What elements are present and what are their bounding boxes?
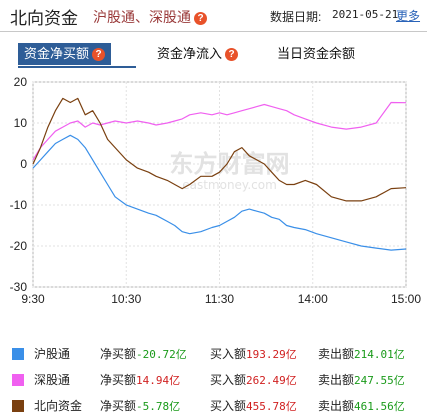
legend-row-northbound: 北向资金 净买额-5.78亿 买入额455.78亿 卖出额461.56亿 [0, 396, 427, 416]
plot-frame [32, 81, 407, 288]
net-value: -5.78亿 [136, 400, 181, 413]
x-tick-label: 11:30 [205, 292, 234, 306]
data-date: 2021-05-21 [332, 8, 399, 21]
subtitle-text: 沪股通、深股通 [93, 9, 191, 25]
date-label: 数据日期: [270, 10, 322, 24]
legend-name: 沪股通 [34, 347, 71, 361]
x-tick-label: 14:00 [298, 292, 328, 306]
y-tick-label: 20 [14, 75, 28, 89]
sell-value: 247.55亿 [354, 374, 405, 387]
tab-daily-balance-label: 当日资金余额 [277, 46, 356, 61]
legend-sell: 卖出额247.55亿 [318, 370, 405, 391]
legend-name: 深股通 [34, 373, 71, 387]
help-icon[interactable]: ? [225, 48, 239, 61]
help-icon[interactable]: ? [92, 48, 106, 61]
series-line-3 [32, 97, 407, 202]
tab-net-inflow-label: 资金净流入 [157, 46, 223, 61]
x-tick-label: 10:30 [111, 292, 141, 306]
legend-buy: 买入额262.49亿 [210, 370, 297, 391]
sell-label: 卖出额 [318, 347, 355, 361]
y-tick-label: -20 [10, 239, 28, 253]
help-icon[interactable]: ? [194, 12, 207, 25]
legend-net: 净买额14.94亿 [100, 370, 180, 391]
tab-daily-balance[interactable]: 当日资金余额 [277, 43, 355, 65]
watermark-text: 东方财富网 [170, 150, 290, 178]
legend-table: 沪股通 净买额-20.72亿 买入额193.29亿 卖出额214.01亿 深股通… [0, 340, 427, 419]
sell-value: 461.56亿 [354, 400, 405, 413]
tab-net-buy-label: 资金净买额 [24, 46, 90, 61]
legend-buy: 买入额455.78亿 [210, 396, 297, 417]
watermark-subtext: eastmoney.com [182, 178, 277, 192]
net-value: 14.94亿 [136, 374, 181, 387]
y-tick-label: 0 [20, 157, 27, 171]
y-tick-label: -10 [10, 198, 28, 212]
tab-net-inflow[interactable]: 资金净流入? [157, 43, 239, 65]
page-subtitle: 沪股通、深股通? [93, 7, 207, 27]
buy-label: 买入额 [210, 347, 247, 361]
legend-sell: 卖出额461.56亿 [318, 396, 405, 417]
net-label: 净买额 [100, 347, 137, 361]
legend-net: 净买额-20.72亿 [100, 344, 187, 365]
legend-swatch [12, 374, 24, 386]
tab-net-buy[interactable]: 资金净买额? [18, 43, 112, 65]
buy-value: 262.49亿 [246, 374, 297, 387]
series-line-1 [32, 134, 407, 251]
more-link[interactable]: 更多 [396, 9, 421, 23]
buy-value: 193.29亿 [246, 348, 297, 361]
header-divider [0, 31, 427, 32]
legend-buy: 买入额193.29亿 [210, 344, 297, 365]
legend-net: 净买额-5.78亿 [100, 396, 180, 417]
buy-label: 买入额 [210, 399, 247, 413]
header: 北向资金 沪股通、深股通? 数据日期: 2021-05-21 更多 [0, 0, 427, 32]
legend-swatch [12, 348, 24, 360]
y-tick-label: -30 [10, 280, 28, 294]
page-title: 北向资金 [10, 9, 78, 28]
legend-row-shenzhen: 深股通 净买额14.94亿 买入额262.49亿 卖出额247.55亿 [0, 370, 427, 390]
tab-bar: 资金净买额? 资金净流入? 当日资金余额 [0, 43, 427, 67]
legend-row-shanghai: 沪股通 净买额-20.72亿 买入额193.29亿 卖出额214.01亿 [0, 344, 427, 364]
net-label: 净买额 [100, 373, 137, 387]
legend-name: 北向资金 [34, 399, 83, 413]
x-tick-label: 9:30 [21, 292, 45, 306]
buy-label: 买入额 [210, 373, 247, 387]
x-tick-label: 15:00 [391, 292, 421, 306]
sell-value: 214.01亿 [354, 348, 405, 361]
sell-label: 卖出额 [318, 373, 355, 387]
sell-label: 卖出额 [318, 399, 355, 413]
intraday-chart: 20 10 0 -10 -20 -309:30 10:30 11:30 14:00 15:00 东方… [10, 75, 422, 306]
legend-sell: 卖出额214.01亿 [318, 344, 405, 365]
y-tick-label: 10 [14, 116, 28, 130]
series-line-2 [32, 101, 407, 161]
net-value: -20.72亿 [136, 348, 187, 361]
buy-value: 455.78亿 [246, 400, 297, 413]
active-tab-underline [18, 66, 136, 68]
legend-swatch [12, 400, 24, 412]
net-label: 净买额 [100, 399, 137, 413]
